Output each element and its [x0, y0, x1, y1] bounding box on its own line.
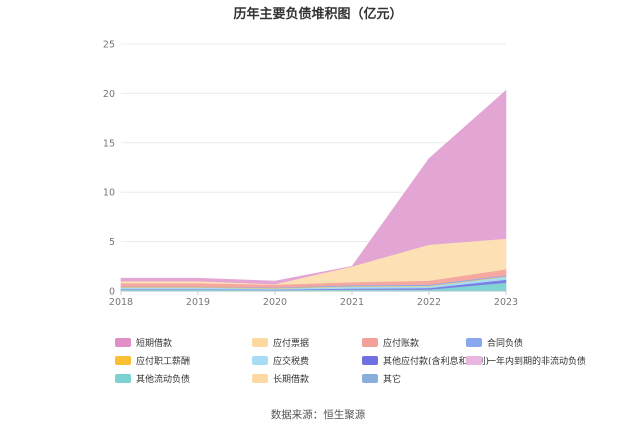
legend-swatch [362, 356, 378, 365]
area-series-10 [120, 89, 507, 285]
y-tick-label: 20 [103, 89, 115, 100]
y-tick-label: 25 [103, 40, 115, 51]
legend-swatch [466, 356, 482, 365]
legend-label: 应付票据 [273, 337, 309, 349]
legend-label: 合同负债 [487, 337, 523, 349]
legend-label: 应交税费 [273, 355, 309, 367]
y-tick-label: 5 [109, 237, 115, 248]
legend-label: 其他流动负债 [136, 373, 190, 385]
legend-label: 短期借款 [136, 337, 172, 349]
legend-swatch [362, 374, 378, 383]
data-source: 数据来源：恒生聚源 [271, 408, 366, 421]
y-tick-label: 10 [103, 188, 115, 199]
x-tick-label: 2018 [109, 297, 133, 308]
area-series-9 [120, 238, 507, 285]
legend-label: 其它 [383, 373, 401, 385]
legend-swatch [115, 338, 131, 347]
legend-swatch [115, 356, 131, 365]
chart-title: 历年主要负债堆积图（亿元） [233, 6, 402, 22]
legend-swatch [115, 374, 131, 383]
legend-label: 一年内到期的非流动负债 [487, 355, 586, 367]
legend-swatch [252, 356, 268, 365]
legend-label: 长期借款 [273, 373, 309, 385]
legend-swatch [252, 374, 268, 383]
legend-label: 应付账款 [383, 337, 419, 349]
x-tick-label: 2021 [340, 297, 364, 308]
y-tick-label: 15 [103, 138, 115, 149]
x-tick-label: 2023 [494, 297, 518, 308]
legend-label: 应付职工薪酬 [136, 355, 190, 367]
legend-swatch [466, 338, 482, 347]
legend-swatch [362, 338, 378, 347]
x-tick-label: 2020 [263, 297, 287, 308]
x-tick-label: 2022 [417, 297, 441, 308]
x-tick-label: 2019 [186, 297, 210, 308]
legend-swatch [252, 338, 268, 347]
axes: 0 5 10 15 20 25 2018 2019 2020 2021 2022 2023 [103, 40, 518, 309]
stacked-areas [120, 89, 507, 292]
legend-label: 其他应付款(含利息和股利) [383, 355, 489, 367]
y-tick-label: 0 [109, 287, 115, 298]
